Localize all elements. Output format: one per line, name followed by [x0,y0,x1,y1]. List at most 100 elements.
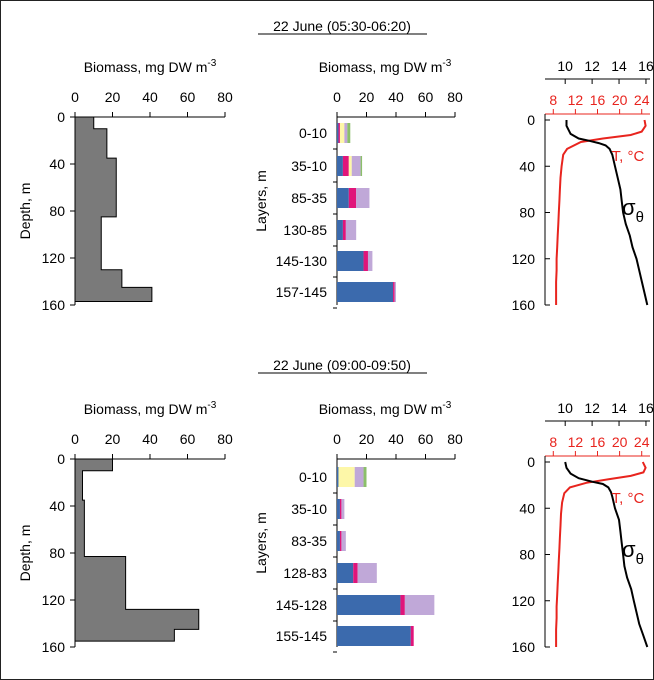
panel-title: 22 June (05:30-06:20) [273,18,411,34]
density-line [565,120,649,306]
layer-bar-segment-magenta [348,188,357,208]
layer-category-label: 35-10 [291,158,327,174]
layers-xlabel: Biomass, mg DW m-3 [319,58,452,75]
ctd-density-tick-label: 12 [584,400,600,416]
layer-category-label: 145-130 [276,253,328,269]
panel-title: 22 June (09:00-09:50) [273,357,411,373]
layer-bar-segment-blue [337,626,411,646]
layers-xtick-label: 20 [359,431,375,447]
layer-category-label: 0-10 [299,125,327,141]
layers-xtick-label: 40 [388,431,404,447]
layer-bar-segment-magenta [353,563,358,583]
layer-bar-segment-blue [337,251,364,271]
layer-category-label: 145-128 [276,597,328,613]
layers-xtick-label: 40 [388,89,404,105]
profile-xlabel: Biomass, mg DW m-3 [84,400,217,417]
ctd-temperature-tick-label: 8 [549,434,557,450]
layer-bar-segment-magenta [339,531,342,551]
profile-ylabel: Depth, m [17,183,33,240]
layer-bar-segment-magenta [339,499,342,519]
ctd-temperature-tick-label: 20 [612,434,628,450]
ctd-density-tick-label: 10 [557,400,573,416]
profile-xtick-label: 60 [180,89,196,105]
profile-ytick-label: 40 [49,156,65,172]
profile-step-area [74,458,200,642]
layers-xtick-label: 80 [447,89,463,105]
layer-category-label: 85-35 [291,190,327,206]
profile-xtick-label: 60 [180,431,196,447]
profile-step-area [74,116,153,302]
profile-ytick-label: 40 [49,498,65,514]
layer-category-label: 128-83 [283,565,327,581]
profile-xtick-label: 80 [217,89,233,105]
ctd-depth-tick-label: 0 [527,112,535,128]
ctd-depth-tick-label: 160 [512,639,536,655]
ctd-depth-tick-label: 160 [512,297,536,313]
ctd-temperature-tick-label: 8 [549,92,557,108]
ctd-density-tick-label: 16 [638,400,654,416]
ctd-depth-tick-label: 120 [512,593,536,609]
layer-bar-segment-lavender [367,251,373,271]
layer-bar-segment-lavender [345,220,357,240]
layer-bar-segment-lavender [356,188,370,208]
layer-bar-segment-blue [337,123,339,143]
layer-bar-segment-lavender [354,467,364,487]
ctd-temperature-tick-label: 16 [590,434,606,450]
ctd-density-tick-label: 12 [584,58,600,74]
ctd-depth-tick-label: 80 [519,205,535,221]
layer-bar-segment-yellow [339,123,345,143]
density-label: σθ [622,537,644,568]
profile-xtick-label: 40 [142,89,158,105]
layer-bar-segment-lavender [344,123,348,143]
layer-bar-segment-green [360,156,363,176]
layers-xtick-label: 60 [418,89,434,105]
profile-ytick-label: 120 [42,250,66,266]
ctd-density-tick-label: 14 [611,400,627,416]
layer-category-label: 35-10 [291,501,327,517]
layers-xtick-label: 60 [418,431,434,447]
layer-bar-segment-magenta [393,282,395,302]
layers-xtick-label: 0 [333,89,341,105]
profile-ytick-label: 80 [49,203,65,219]
layer-bar-segment-blue [337,499,340,519]
profile-ytick-label: 160 [42,639,66,655]
layer-bar-segment-lavender [341,531,346,551]
ctd-density-tick-label: 16 [638,58,654,74]
layers-xtick-label: 20 [359,89,375,105]
layer-category-label: 155-145 [276,628,328,644]
layer-bar-segment-blue [337,531,340,551]
ctd-depth-tick-label: 120 [512,251,536,267]
layers-xtick-label: 0 [333,431,341,447]
layer-bar-segment-yellow [338,467,355,487]
density-line [564,461,649,648]
layer-bar-segment-magenta [338,123,340,143]
ctd-depth-tick-label: 40 [519,500,535,516]
layers-xtick-label: 80 [447,431,463,447]
ctd-temperature-tick-label: 12 [568,434,584,450]
ctd-density-tick-label: 10 [557,58,573,74]
profile-ytick-label: 160 [42,297,66,313]
layer-bar-segment-lavender [357,563,377,583]
layer-bar-segment-blue [337,467,339,487]
layer-bar-segment-blue [337,595,401,615]
temperature-line [555,461,647,647]
ctd-depth-tick-label: 0 [527,454,535,470]
layer-bar-segment-magenta [342,156,349,176]
profile-ylabel: Depth, m [17,525,33,582]
profile-xtick-label: 20 [105,431,121,447]
temperature-label: T, °C [612,148,645,165]
layers-xlabel: Biomass, mg DW m-3 [319,400,452,417]
profile-xlabel: Biomass, mg DW m-3 [84,58,217,75]
layer-bar-segment-yellow [348,156,352,176]
layer-bar-segment-lavender [341,499,345,519]
ctd-depth-tick-label: 40 [519,158,535,174]
temperature-line [555,119,647,305]
layer-bar-segment-lavender [404,595,435,615]
profile-ytick-label: 0 [57,109,65,125]
ctd-temperature-tick-label: 20 [612,92,628,108]
layer-bar-segment-magenta [363,251,368,271]
profile-xtick-label: 80 [217,431,233,447]
layer-category-label: 83-35 [291,533,327,549]
density-label: σθ [622,195,644,226]
